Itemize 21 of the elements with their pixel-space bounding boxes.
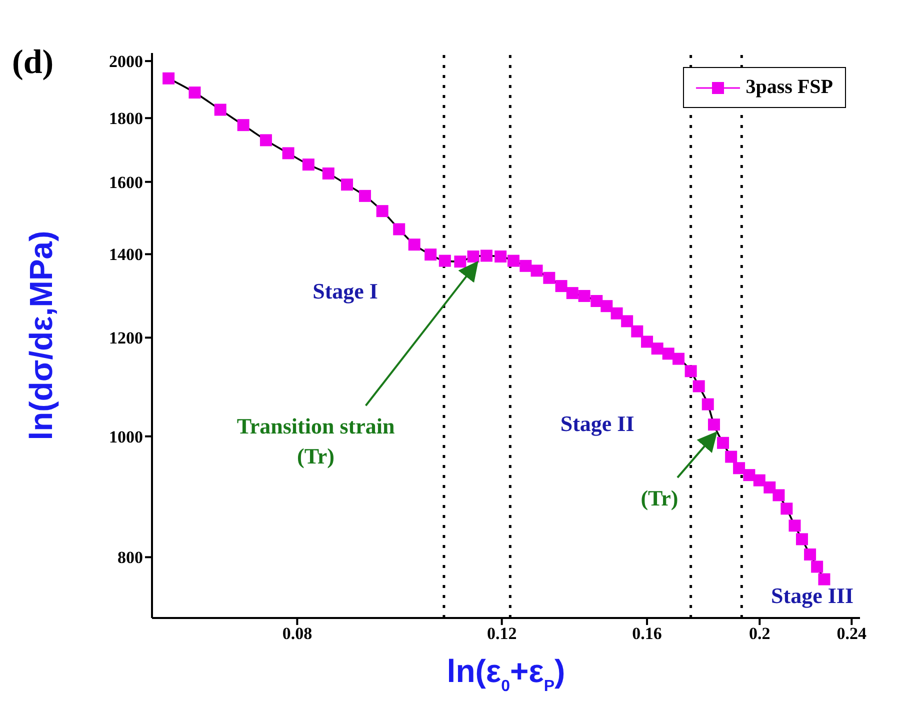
annotation: Stage II — [560, 410, 634, 436]
y-tick-label: 1800 — [109, 109, 143, 128]
chart-title: (d) — [12, 44, 54, 81]
y-tick-label: 1000 — [109, 427, 143, 446]
y-tick-label: 800 — [118, 548, 143, 568]
x-axis-title: ln(ε$_{0}$+ε$_{P}$) — [446, 653, 566, 694]
y-tick-label: 2000 — [109, 52, 143, 72]
x-tick-label: 0.16 — [632, 624, 662, 644]
x-tick-label: 0.24 — [836, 624, 868, 644]
annotation: Stage III — [771, 583, 854, 608]
legend-label: 3pass FSP — [746, 76, 833, 99]
x-tick-label: 0.08 — [282, 624, 312, 644]
y-axis-title: ln(dσ/dε,MPa) — [23, 230, 59, 440]
annotation: Transition strain (Tr) — [236, 414, 395, 469]
y-tick-label: 1600 — [109, 172, 143, 192]
annotation: Stage I — [312, 278, 378, 304]
y-tick-label: 1200 — [109, 328, 143, 348]
x-tick-label: 0.12 — [486, 624, 517, 644]
y-tick-label: 1400 — [109, 245, 143, 264]
annotation: (Tr) — [640, 486, 678, 511]
x-tick-label: 0.2 — [749, 624, 770, 644]
